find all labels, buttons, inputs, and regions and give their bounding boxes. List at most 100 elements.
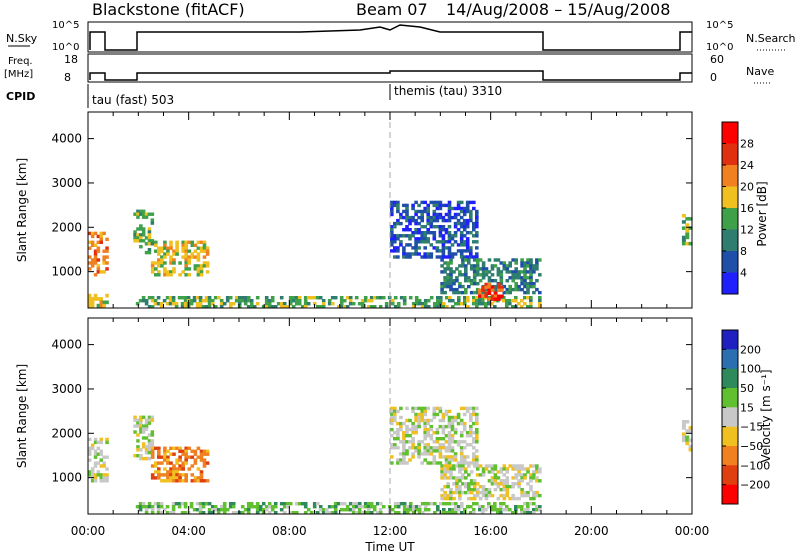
power-cell (360, 302, 365, 306)
velocity-cell (446, 493, 450, 498)
velocity-cell (96, 473, 101, 477)
power-cell (444, 240, 449, 244)
velocity-cell (420, 418, 424, 423)
velocity-cell (432, 412, 437, 417)
power-cell (456, 212, 461, 217)
power-cell (273, 305, 278, 309)
velocity-cell (529, 496, 533, 501)
velocity-cell (452, 467, 456, 471)
velocity-cell (426, 431, 430, 435)
power-cell (487, 279, 492, 283)
power-cell (402, 203, 406, 208)
power-cell (487, 297, 492, 301)
power-cell (166, 252, 170, 256)
power-cell (447, 240, 452, 244)
velocity-cell (423, 431, 427, 435)
velocity-cell (461, 476, 465, 480)
power-cell (396, 305, 401, 309)
power-cell (441, 225, 446, 229)
velocity-cell (472, 482, 477, 486)
velocity-cell (685, 429, 690, 433)
power-cell (429, 218, 434, 223)
power-cell (279, 305, 284, 309)
velocity-cell (426, 427, 430, 432)
power-cell (423, 206, 427, 211)
power-cell (502, 261, 507, 265)
velocity-cell (493, 488, 498, 492)
power-cell (440, 270, 444, 274)
velocity-cell (461, 473, 465, 477)
velocity-cell (255, 508, 260, 512)
power-cell (396, 249, 400, 253)
velocity-cell (511, 493, 515, 498)
power-cell (523, 279, 527, 283)
power-cell (499, 273, 504, 277)
power-cell (465, 206, 470, 211)
power-cell (154, 240, 158, 244)
velocity-colorbar-swatch (722, 407, 738, 428)
velocity-cell (93, 452, 98, 456)
power-cell (402, 249, 406, 253)
velocity-cell (402, 455, 406, 459)
velocity-cell (105, 437, 109, 442)
velocity-cell (136, 448, 140, 452)
power-cell (390, 237, 394, 241)
velocity-cell (396, 461, 400, 465)
velocity-cell (438, 424, 443, 429)
power-cell (447, 225, 452, 229)
power-cell (105, 237, 109, 241)
velocity-cell (378, 511, 383, 515)
velocity-cell (448, 511, 452, 515)
power-cell (402, 252, 406, 256)
power-cell (408, 237, 412, 241)
velocity-cell (414, 418, 418, 423)
power-cell (517, 270, 521, 274)
velocity-cell (443, 490, 447, 495)
velocity-cell (393, 412, 397, 417)
power-cell (481, 270, 486, 274)
velocity-cell (175, 446, 179, 450)
power-cell (450, 252, 455, 256)
velocity-cell (240, 505, 245, 509)
velocity-cell (455, 476, 459, 480)
velocity-cell (169, 461, 173, 465)
velocity-cell (150, 418, 155, 422)
velocity-cell (445, 511, 449, 515)
power-cell (436, 305, 440, 309)
power-cell (270, 299, 275, 303)
velocity-cell (493, 476, 498, 480)
power-cell (264, 296, 269, 300)
power-cell (465, 243, 470, 247)
velocity-cell (472, 421, 476, 426)
power-cell (202, 249, 207, 253)
velocity-cell (154, 446, 158, 450)
velocity-cell (523, 476, 527, 480)
power-cell (90, 300, 95, 305)
power-cell (303, 296, 308, 300)
power-cell (511, 305, 515, 309)
velocity-cell (447, 461, 452, 465)
velocity-cell (178, 464, 182, 468)
velocity-cell (514, 467, 518, 471)
power-cell (408, 296, 413, 300)
velocity-cell (452, 482, 456, 486)
velocity-cell (514, 505, 518, 509)
power-cell (441, 228, 446, 232)
power-cell (102, 255, 106, 259)
velocity-cell (456, 440, 461, 444)
velocity-cell (294, 502, 299, 506)
power-cell (102, 249, 106, 253)
power-cell (187, 240, 192, 244)
power-cell (163, 273, 167, 277)
velocity-cell (396, 427, 400, 432)
power-cell (456, 221, 461, 226)
velocity-cell (523, 490, 527, 495)
velocity-cell (207, 502, 212, 506)
velocity-cell (459, 418, 464, 423)
velocity-cell (270, 508, 275, 512)
velocity-cell (472, 455, 476, 459)
velocity-cell (429, 449, 434, 453)
velocity-cell (685, 435, 690, 439)
velocity-cell (529, 488, 533, 492)
power-cell (490, 273, 495, 277)
